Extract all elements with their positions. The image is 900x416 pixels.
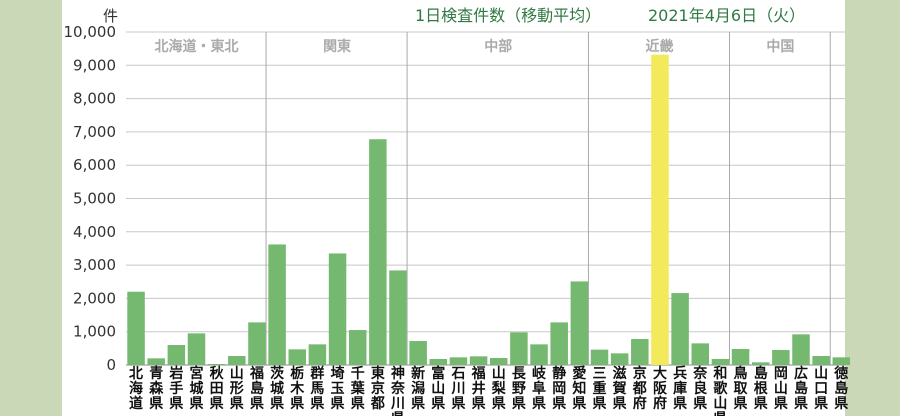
x-tick-label: 山形県 [230, 366, 244, 412]
y-tick-label: 10,000 [64, 23, 117, 41]
y-tick-labels: 0 1,000 2,000 3,000 4,000 5,000 6,000 7,000 8,00… [64, 23, 117, 374]
x-tick-label: 茨城県 [270, 365, 284, 412]
y-tick-label: 1,000 [73, 323, 116, 341]
bar [772, 350, 790, 365]
bar [530, 344, 548, 365]
region-label: 関東 [323, 38, 351, 55]
x-tick-label: 山口県 [814, 366, 828, 412]
x-tick-label: 神奈川県 [390, 365, 406, 416]
x-tick-label: 兵庫県 [673, 365, 687, 412]
x-tick-label: 京都府 [632, 365, 647, 412]
bar [308, 344, 327, 365]
x-tick-label: 広島県 [794, 365, 808, 412]
x-tick-label: 奈良県 [692, 365, 708, 412]
bar [348, 330, 367, 365]
chart-date: 2021年4月6日（火） [648, 6, 805, 25]
grid-layer [126, 31, 845, 366]
bar [812, 356, 830, 365]
x-tick-label: 福島県 [249, 365, 264, 412]
bar [187, 333, 206, 365]
bar [711, 359, 730, 365]
bar [631, 339, 649, 365]
bar [832, 357, 851, 365]
x-tick-label: 石川県 [450, 366, 465, 412]
bar [429, 359, 448, 365]
x-tick-label: 青森県 [149, 365, 164, 412]
bar [550, 322, 568, 365]
x-tick-label: 宮城県 [190, 365, 204, 412]
bar [469, 356, 488, 365]
x-tick-label: 北海道 [129, 366, 143, 412]
bar [751, 362, 770, 365]
bar [731, 349, 750, 365]
y-tick-label: 8,000 [73, 90, 116, 108]
bar [409, 341, 427, 365]
x-tick-label: 岩手県 [168, 365, 183, 412]
bar [671, 293, 689, 365]
bar [328, 253, 347, 365]
region-layer: 北海道・東北 関東 中部 近畿 中国 [155, 32, 831, 365]
bar [792, 334, 810, 365]
region-label: 中国 [766, 38, 794, 55]
bar [590, 349, 609, 365]
x-tick-label: 和歌山県 [713, 366, 728, 416]
x-tick-label: 岡山県 [774, 366, 788, 412]
x-tick-label: 群馬県 [309, 365, 324, 412]
bar [510, 332, 528, 365]
x-tick-label: 静岡県 [552, 365, 566, 412]
x-tick-label: 新潟県 [411, 365, 425, 412]
y-tick-label: 9,000 [73, 56, 116, 74]
bar [651, 54, 669, 365]
y-axis-label: 件 [103, 7, 118, 25]
x-tick-label: 滋賀県 [612, 365, 627, 412]
bar [147, 358, 165, 365]
x-tick-label: 東京都 [370, 365, 385, 412]
region-label: 近畿 [645, 38, 673, 55]
x-tick-label: 栃木県 [289, 365, 305, 412]
bar [167, 345, 186, 365]
x-tick-label: 愛知県 [572, 365, 586, 412]
x-tick-label: 富山県 [431, 365, 445, 412]
bar-layer [127, 54, 851, 365]
bar [691, 343, 709, 365]
x-tick-label: 三重県 [593, 366, 607, 412]
x-tick-label: 千葉県 [350, 365, 366, 412]
x-tick-label: 岐阜県 [532, 365, 547, 412]
x-tick-labels: 北海道青森県岩手県宮城県秋田県山形県福島県茨城県栃木県群馬県埼玉県千葉県東京都神… [129, 365, 848, 416]
y-tick-label: 5,000 [73, 190, 116, 208]
bar [248, 322, 266, 365]
x-tick-label: 福井県 [471, 365, 486, 412]
bar [389, 270, 407, 365]
bar [570, 281, 589, 365]
bar [610, 353, 629, 365]
y-tick-label: 0 [106, 356, 116, 374]
region-label: 中部 [484, 38, 512, 55]
bar [449, 357, 468, 365]
x-tick-label: 長野県 [512, 366, 527, 412]
x-tick-label: 大阪府 [653, 365, 668, 412]
x-tick-label: 山梨県 [491, 366, 507, 412]
y-tick-label: 2,000 [73, 289, 116, 307]
x-tick-label: 秋田県 [210, 365, 225, 412]
region-label: 北海道・東北 [155, 38, 239, 55]
bar [490, 358, 508, 365]
bar [207, 364, 226, 365]
x-tick-label: 鳥取県 [734, 365, 749, 412]
y-tick-label: 6,000 [73, 156, 116, 174]
x-tick-label: 島根県 [754, 365, 769, 412]
bar [369, 139, 387, 365]
bar [127, 291, 145, 365]
bar [228, 356, 246, 365]
x-tick-label: 埼玉県 [331, 365, 345, 412]
y-tick-label: 3,000 [73, 256, 116, 274]
y-tick-label: 7,000 [73, 123, 116, 141]
y-tick-label: 4,000 [73, 223, 116, 241]
bar [288, 349, 306, 365]
chart-title: 1日検査件数（移動平均） [415, 6, 601, 25]
x-tick-label: 徳島県 [833, 365, 848, 412]
bar [268, 244, 286, 365]
